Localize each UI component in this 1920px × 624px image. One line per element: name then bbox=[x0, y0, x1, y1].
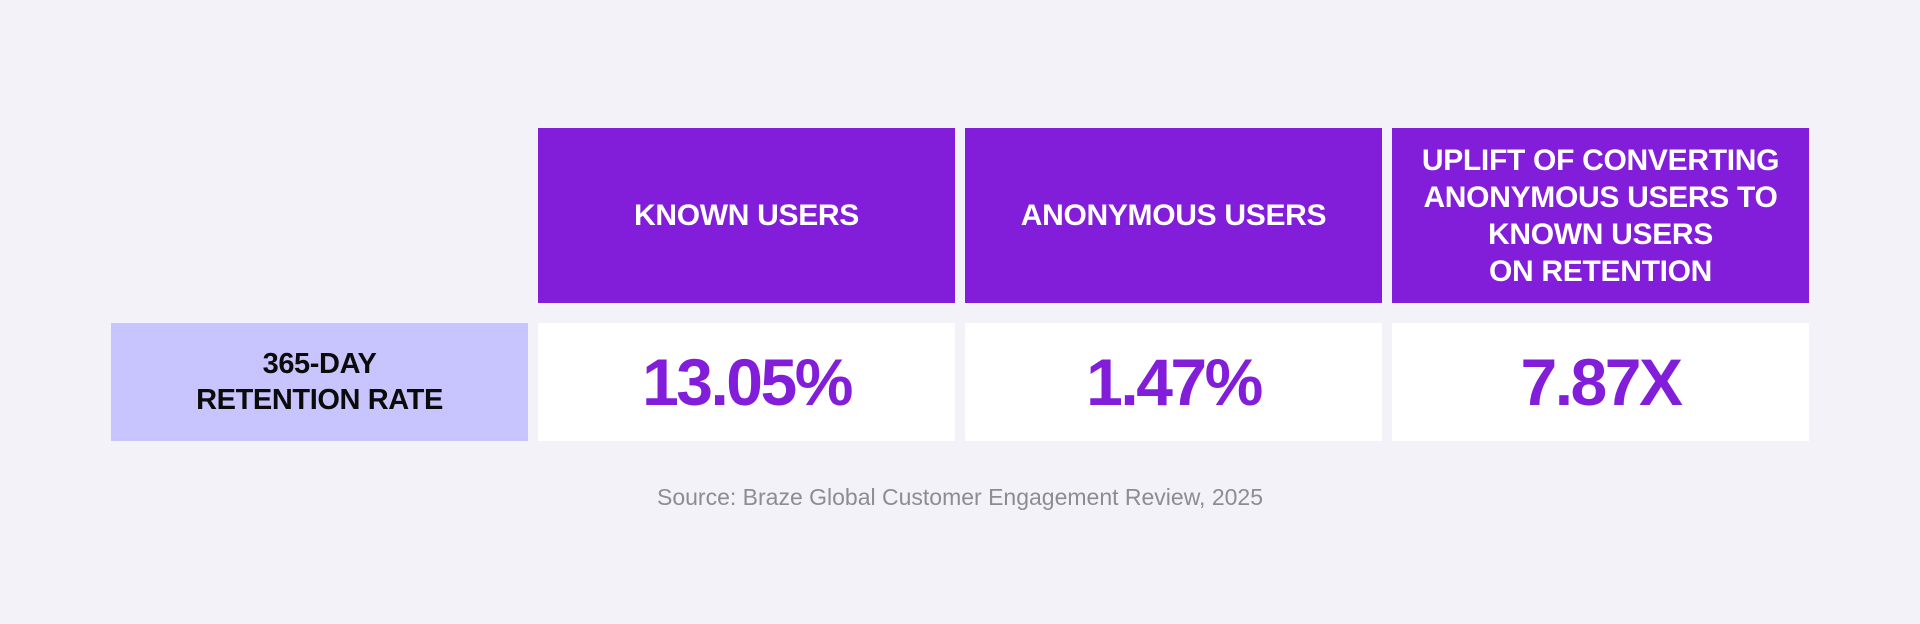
value-label: 1.47% bbox=[1086, 345, 1263, 419]
value-label: 13.05% bbox=[642, 345, 853, 419]
row-header-retention-rate: 365-DAY RETENTION RATE bbox=[111, 323, 528, 441]
column-header-uplift: UPLIFT OF CONVERTING ANONYMOUS USERS TO … bbox=[1392, 128, 1809, 303]
column-header-label: KNOWN USERS bbox=[633, 199, 860, 232]
column-header-label: UPLIFT OF CONVERTING ANONYMOUS USERS TO … bbox=[1421, 143, 1780, 288]
column-header-known-users: KNOWN USERS bbox=[538, 128, 955, 303]
value-cell-uplift: 7.87X bbox=[1392, 323, 1809, 441]
value-label: 7.87X bbox=[1520, 345, 1683, 419]
column-header-label: ANONYMOUS USERS bbox=[1020, 199, 1327, 232]
column-header-anonymous-users: ANONYMOUS USERS bbox=[965, 128, 1382, 303]
row-header-label: 365-DAY RETENTION RATE bbox=[196, 348, 443, 416]
value-cell-anonymous-users: 1.47% bbox=[965, 323, 1382, 441]
source-caption: Source: Braze Global Customer Engagement… bbox=[657, 484, 1263, 510]
value-cell-known-users: 13.05% bbox=[538, 323, 955, 441]
